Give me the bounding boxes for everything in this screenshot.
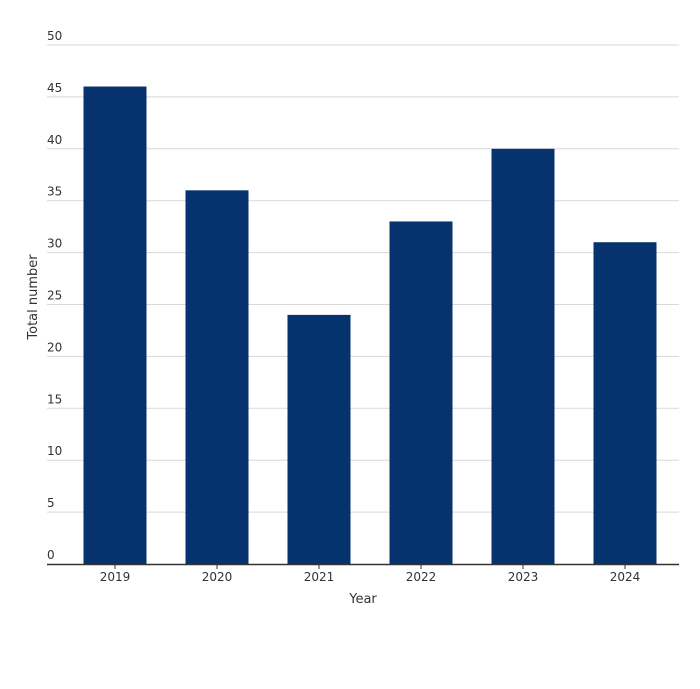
y-tick-label: 50 [47, 29, 62, 43]
y-tick-label: 20 [47, 340, 62, 354]
y-tick-label: 5 [47, 496, 55, 510]
y-tick-label: 30 [47, 237, 62, 251]
x-tick-label: 2023 [508, 570, 539, 584]
bar-2023 [491, 148, 555, 565]
y-tick-label: 15 [47, 392, 62, 406]
bar-2020 [185, 190, 249, 564]
gridlines [47, 44, 679, 513]
y-tick-label: 0 [47, 548, 55, 562]
x-tick-label: 2019 [100, 570, 131, 584]
bars [83, 86, 657, 565]
y-tick-label: 35 [47, 185, 62, 199]
bar-2024 [593, 242, 657, 564]
x-tick-label: 2022 [406, 570, 437, 584]
y-tick-label: 40 [47, 133, 62, 147]
axes: 0 5 10 15 20 25 30 35 40 45 50 2019 2020 2021 2022 2023… [47, 29, 679, 584]
x-tick-label: 2024 [610, 570, 641, 584]
x-tick-label: 2020 [202, 570, 233, 584]
y-tick-label: 25 [47, 289, 62, 303]
x-axis-title: Year [348, 592, 377, 607]
y-tick-label: 45 [47, 81, 62, 95]
y-tick-label: 10 [47, 444, 62, 458]
bar-2019 [83, 86, 147, 565]
bar-2021 [287, 314, 351, 564]
bar-2022 [389, 221, 453, 564]
x-tick-label: 2021 [304, 570, 335, 584]
y-axis-title: Total number [26, 254, 41, 341]
